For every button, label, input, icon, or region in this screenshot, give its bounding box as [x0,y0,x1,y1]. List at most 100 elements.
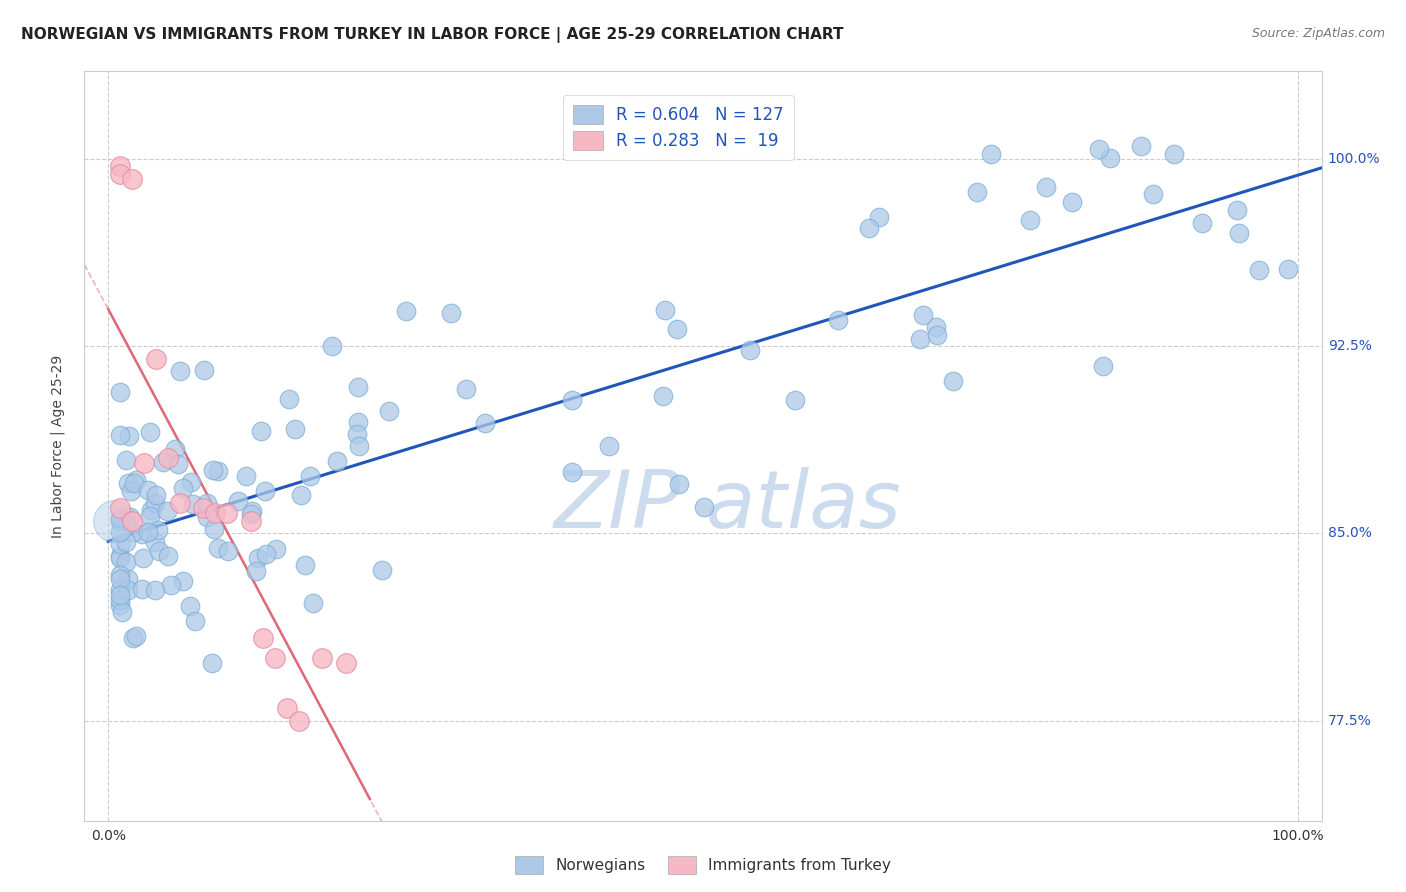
Point [1247,263,1270,277]
Point [172,574,194,588]
Point [290,488,312,502]
Point [143,535,166,549]
Point [108,550,131,565]
Point [252,632,274,646]
Point [651,389,673,403]
Point [139,425,162,439]
Point [276,701,298,715]
Point [120,484,142,499]
Point [131,527,153,541]
Point [108,568,131,582]
Point [283,422,305,436]
Point [179,599,201,613]
Point [121,171,143,186]
Point [131,582,153,597]
Point [193,501,215,516]
Point [278,392,301,407]
Point [132,457,155,471]
Point [169,364,191,378]
Point [598,439,620,453]
Point [167,457,190,471]
Point [347,439,370,453]
Point [785,392,807,407]
Point [347,380,370,394]
Y-axis label: In Labor Force | Age 25-29: In Labor Force | Age 25-29 [51,354,65,538]
Point [132,550,155,565]
Point [152,455,174,469]
Point [239,514,262,528]
Point [266,541,288,556]
Point [145,495,167,509]
Point [868,210,890,224]
Point [117,476,139,491]
Point [125,629,148,643]
Point [118,429,141,443]
Point [654,302,676,317]
Point [136,483,159,497]
Point [942,374,965,388]
Point [108,428,131,442]
Point [1277,262,1299,277]
Text: 85.0%: 85.0% [1327,526,1372,541]
Point [207,541,229,555]
Text: Source: ZipAtlas.com: Source: ZipAtlas.com [1251,27,1385,40]
Point [1226,203,1249,218]
Point [172,481,194,495]
Point [1088,142,1111,156]
Point [108,159,131,173]
Point [827,313,849,327]
Point [122,524,145,539]
Text: 77.5%: 77.5% [1327,714,1372,728]
Point [299,469,322,483]
Point [911,309,934,323]
Point [103,514,125,528]
Point [287,714,309,728]
Point [925,319,948,334]
Point [217,507,239,521]
Point [1142,186,1164,201]
Point [263,651,285,665]
Point [858,220,880,235]
Point [148,543,170,558]
Point [245,564,267,578]
Point [108,511,131,525]
Point [668,476,690,491]
Text: 100.0%: 100.0% [1327,152,1381,166]
Point [1091,359,1114,374]
Point [181,497,204,511]
Point [125,473,148,487]
Text: 92.5%: 92.5% [1327,339,1372,353]
Point [980,147,1002,161]
Point [311,651,333,665]
Point [321,339,343,353]
Point [454,382,477,396]
Point [114,534,136,549]
Point [1035,179,1057,194]
Point [254,548,277,562]
Point [122,475,145,490]
Point [146,523,169,537]
Point [156,451,179,466]
Point [966,185,988,199]
Text: ZIP atlas: ZIP atlas [554,467,901,545]
Point [1099,152,1122,166]
Point [326,453,349,467]
Point [440,306,463,320]
Point [240,507,263,521]
Point [1060,195,1083,210]
Point [693,500,716,515]
Point [139,508,162,523]
Point [108,593,131,607]
Point [377,404,399,418]
Point [474,416,496,430]
Point [117,583,139,598]
Point [217,544,239,558]
Point [108,536,131,550]
Point [145,351,167,366]
Point [395,304,418,318]
Point [108,588,131,602]
Point [195,509,218,524]
Point [347,415,370,429]
Text: NORWEGIAN VS IMMIGRANTS FROM TURKEY IN LABOR FORCE | AGE 25-29 CORRELATION CHART: NORWEGIAN VS IMMIGRANTS FROM TURKEY IN L… [21,27,844,43]
Point [1163,146,1185,161]
